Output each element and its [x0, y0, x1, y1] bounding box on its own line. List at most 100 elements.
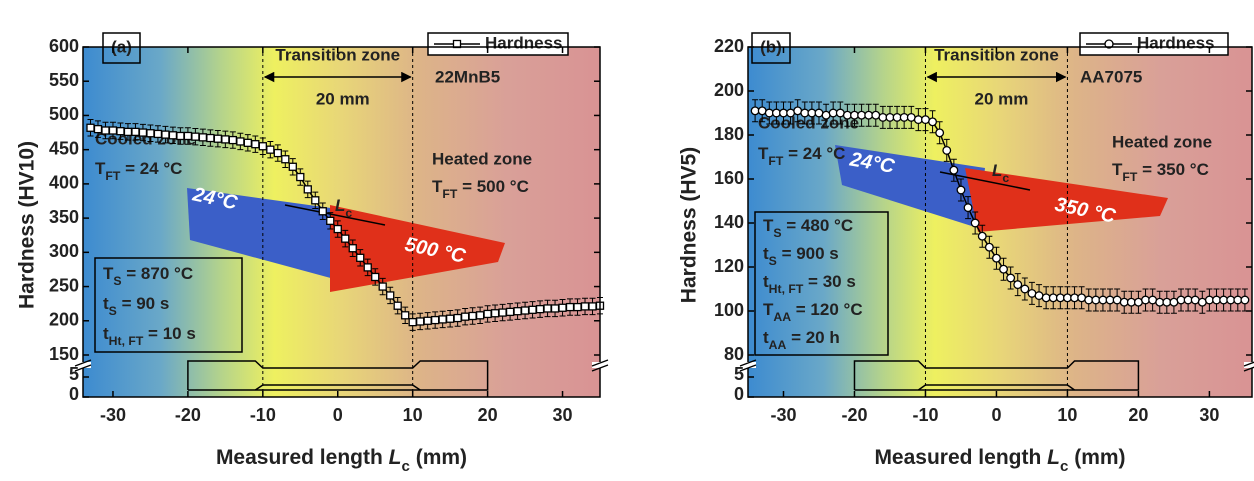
point: [169, 132, 176, 139]
point: [222, 136, 229, 143]
point: [162, 131, 169, 138]
point: [327, 217, 334, 224]
point: [1191, 296, 1199, 304]
legend-label: Hardness: [1137, 33, 1214, 52]
point: [439, 316, 446, 323]
text-part: = 10 s: [143, 324, 195, 343]
y-tick-label: 100: [714, 300, 744, 320]
legend-label: Hardness: [485, 33, 562, 52]
point: [199, 134, 206, 141]
text-part: c: [345, 206, 352, 220]
x-tick-label: 30: [1199, 405, 1219, 425]
point: [1021, 285, 1029, 293]
point: [872, 111, 880, 119]
text-part: T: [763, 216, 774, 235]
point: [282, 156, 289, 163]
point: [574, 304, 581, 311]
point: [971, 219, 979, 227]
point: [342, 235, 349, 242]
y-axis-title: Hardness (HV10): [16, 141, 39, 309]
point: [1000, 265, 1008, 273]
point: [237, 138, 244, 145]
point: [1007, 274, 1015, 282]
point: [514, 308, 521, 315]
point: [552, 305, 559, 312]
text-part: T: [763, 300, 774, 319]
y-tick-label: 600: [49, 36, 79, 56]
point: [349, 245, 356, 252]
text-part: = 20 h: [786, 328, 839, 347]
point: [964, 204, 972, 212]
text-part: = 30 s: [803, 272, 855, 291]
text-part: = 90 s: [117, 294, 169, 313]
y-tick-label: 350: [49, 207, 79, 227]
text-part: = 500 °C: [457, 177, 529, 196]
y-tick-label: 200: [714, 80, 744, 100]
point: [177, 132, 184, 139]
point: [907, 114, 915, 122]
point: [244, 139, 251, 146]
point: [139, 129, 146, 136]
point: [936, 129, 944, 137]
text-part: S: [769, 254, 777, 268]
text-part: FT: [442, 187, 457, 201]
point: [334, 226, 341, 233]
point: [529, 306, 536, 313]
point: [192, 133, 199, 140]
point: [1170, 298, 1178, 306]
y-tick-label: 550: [49, 70, 79, 90]
text-part: c: [1060, 458, 1068, 475]
y-tick-label: 150: [49, 344, 79, 364]
point: [297, 174, 304, 181]
point: [986, 243, 994, 251]
point: [409, 319, 416, 326]
y-tick-label: 500: [49, 104, 79, 124]
x-tick-label: 10: [1057, 405, 1077, 425]
y-tick-label: 80: [724, 344, 744, 364]
point: [787, 109, 795, 117]
point: [943, 147, 951, 155]
point: [469, 312, 476, 319]
point: [319, 208, 326, 215]
y-axis-title: Hardness (HV5): [678, 147, 701, 303]
x-axis-title: Measured length Lc (mm): [874, 446, 1125, 475]
point: [567, 304, 574, 311]
text-part: T: [103, 264, 114, 283]
point: [537, 306, 544, 313]
point: [794, 107, 802, 115]
text-part: Measured length: [216, 446, 389, 469]
text-part: c: [401, 458, 409, 475]
text-part: c: [1002, 171, 1009, 185]
text-part: T: [95, 159, 106, 178]
point: [394, 302, 401, 309]
point: [978, 232, 986, 240]
point: [492, 310, 499, 317]
text-part: L: [389, 446, 402, 469]
text-part: = 24 °C: [120, 159, 182, 178]
y-tick-label: 180: [714, 124, 744, 144]
point: [836, 109, 844, 117]
point: [815, 109, 823, 117]
point: [304, 186, 311, 193]
text-part: S: [113, 274, 121, 288]
material: AA7075: [1080, 67, 1142, 86]
point: [94, 126, 101, 133]
point: [559, 304, 566, 311]
x-tick-label: 30: [553, 405, 573, 425]
text-part: FT: [105, 169, 120, 183]
text-part: T: [758, 144, 769, 163]
point: [929, 118, 937, 126]
point: [1241, 296, 1249, 304]
point: [147, 130, 154, 137]
heated-label: Heated zone: [432, 149, 532, 168]
text-part: = 900 s: [777, 244, 839, 263]
text-part: = 870 °C: [122, 264, 194, 283]
text-part: FT: [1122, 170, 1137, 184]
point: [477, 312, 484, 319]
point: [957, 186, 965, 194]
point: [432, 317, 439, 324]
point: [252, 141, 259, 148]
x-tick-label: 20: [1128, 405, 1148, 425]
point: [214, 135, 221, 142]
point: [267, 146, 274, 153]
